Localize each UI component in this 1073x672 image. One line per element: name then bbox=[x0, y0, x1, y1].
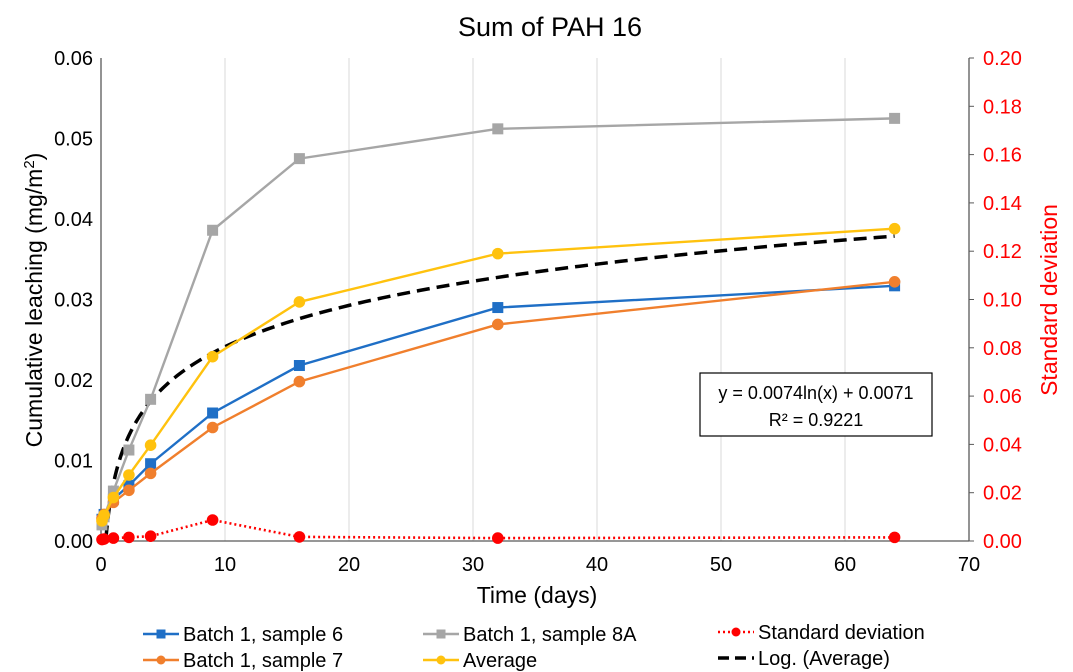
series-3-point-7 bbox=[492, 247, 504, 260]
y-tick-right-8: 0.16 bbox=[983, 145, 1022, 167]
tick-labels: 0.00 0.01 0.02 0.03 0.04 0.05 0.06 0.00 0.02 0.04… bbox=[54, 48, 1022, 576]
series-2-point-2 bbox=[107, 485, 119, 497]
series-1-point-3 bbox=[123, 484, 135, 497]
x-tick-5: 50 bbox=[710, 554, 732, 576]
series-4-point-4 bbox=[144, 530, 157, 542]
legend-label-5: Log. (Average) bbox=[758, 648, 890, 670]
legend-label-2: Batch 1, sample 8A bbox=[463, 624, 637, 646]
series-2-point-7 bbox=[492, 123, 504, 135]
axes bbox=[100, 57, 974, 542]
series-2-point-3 bbox=[123, 444, 135, 456]
series-4-point-5 bbox=[206, 514, 219, 526]
series-1-point-4 bbox=[144, 467, 157, 480]
legend-label-3: Average bbox=[463, 650, 537, 672]
series-3-point-4 bbox=[144, 439, 157, 452]
y-tick-right-1: 0.02 bbox=[983, 483, 1022, 505]
series-2-point-5 bbox=[207, 224, 219, 236]
series-3-point-6 bbox=[293, 296, 306, 308]
y-tick-right-2: 0.04 bbox=[983, 434, 1022, 456]
r-squared-line: R² = 0.9221 bbox=[769, 410, 864, 430]
series-1-point-5 bbox=[206, 421, 219, 434]
series-3-point-1 bbox=[98, 509, 110, 522]
y-tick-right-6: 0.12 bbox=[983, 241, 1022, 263]
series-1-point-7 bbox=[492, 318, 504, 331]
y-tick-left-5: 0.05 bbox=[54, 129, 93, 151]
legend-marker-1 bbox=[156, 655, 166, 665]
y-tick-right-0: 0.00 bbox=[983, 531, 1022, 553]
series-4-point-2 bbox=[107, 532, 120, 544]
x-tick-0: 0 bbox=[95, 554, 106, 576]
equation-box: y = 0.0074ln(x) + 0.0071 R² = 0.9221 bbox=[699, 372, 933, 437]
x-tick-2: 20 bbox=[338, 554, 360, 576]
legend-marker-0 bbox=[156, 629, 166, 639]
y-tick-left-2: 0.02 bbox=[54, 370, 93, 392]
y-tick-right-3: 0.06 bbox=[983, 386, 1022, 408]
grid bbox=[100, 58, 970, 541]
series-3-point-8 bbox=[888, 222, 901, 235]
series-1-point-6 bbox=[293, 375, 306, 388]
series-1-point-8 bbox=[888, 275, 901, 288]
series-2-point-6 bbox=[293, 153, 305, 165]
y-tick-left-0: 0.00 bbox=[54, 531, 93, 553]
series-0-point-6 bbox=[293, 360, 305, 372]
series-2-point-4 bbox=[145, 393, 157, 405]
series-3-point-5 bbox=[206, 350, 219, 363]
y-tick-right-10: 0.20 bbox=[983, 48, 1022, 70]
y-tick-right-5: 0.10 bbox=[983, 290, 1022, 312]
y-tick-left-3: 0.03 bbox=[54, 290, 93, 312]
series-2-point-8 bbox=[889, 112, 901, 124]
x-tick-4: 40 bbox=[586, 554, 608, 576]
legend-marker-3 bbox=[436, 655, 446, 665]
plot-area bbox=[96, 112, 901, 546]
series-3-point-2 bbox=[107, 491, 120, 504]
y-tick-right-4: 0.08 bbox=[983, 338, 1022, 360]
y-tick-right-7: 0.14 bbox=[983, 193, 1022, 215]
chart-title: Sum of PAH 16 bbox=[458, 12, 642, 42]
series-4-point-8 bbox=[888, 531, 901, 544]
y-axis-title-right: Standard deviation bbox=[1036, 204, 1062, 396]
series-4-point-7 bbox=[492, 532, 504, 544]
series-0-point-7 bbox=[492, 302, 504, 314]
legend-marker-2 bbox=[436, 629, 446, 639]
y-tick-left-1: 0.01 bbox=[54, 451, 93, 473]
series-3-point-3 bbox=[123, 469, 135, 481]
equation-line: y = 0.0074ln(x) + 0.0071 bbox=[718, 383, 913, 403]
legend-label-1: Batch 1, sample 7 bbox=[183, 650, 343, 672]
x-tick-3: 30 bbox=[462, 554, 484, 576]
series-0-point-5 bbox=[207, 407, 219, 419]
legend-marker-4 bbox=[731, 627, 741, 637]
y-tick-right-9: 0.18 bbox=[983, 96, 1022, 118]
series-4-point-1 bbox=[98, 533, 110, 545]
legend: Batch 1, sample 6 Batch 1, sample 7 Batch … bbox=[143, 622, 925, 672]
series-0-point-4 bbox=[145, 458, 157, 470]
x-axis-title: Time (days) bbox=[477, 582, 598, 608]
y-axis-title-left: Cumulative leaching (mg/m2) bbox=[21, 153, 48, 448]
legend-label-0: Batch 1, sample 6 bbox=[183, 624, 343, 646]
series-4-point-3 bbox=[123, 531, 135, 544]
series-4-point-6 bbox=[293, 531, 306, 543]
y-tick-left-4: 0.04 bbox=[54, 209, 93, 231]
y-tick-left-6: 0.06 bbox=[54, 48, 93, 70]
x-tick-1: 10 bbox=[214, 554, 236, 576]
legend-label-4: Standard deviation bbox=[758, 622, 925, 644]
x-tick-7: 70 bbox=[958, 554, 980, 576]
x-tick-6: 60 bbox=[834, 554, 856, 576]
